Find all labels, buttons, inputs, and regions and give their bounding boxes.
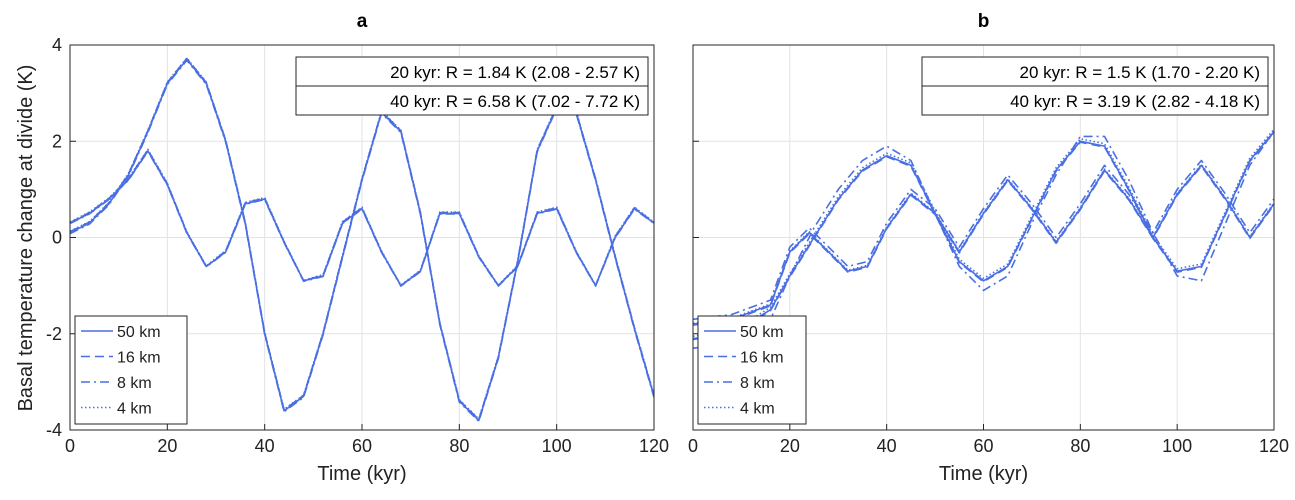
series-line-40kyr-4km (693, 128, 1274, 337)
legend-label-4km: 4 km (740, 401, 775, 418)
legend-frame (697, 315, 807, 425)
y-tick-label-2: 0 (52, 228, 62, 248)
x-tick-label-2: 40 (877, 436, 897, 456)
annotation-line-0: 20 kyr: R = 1.84 K (2.08 - 2.57 K) (390, 63, 640, 82)
panel-title-b: b (978, 11, 990, 32)
x-tick-label-3: 60 (352, 436, 372, 456)
x-axis-label-b: Time (kyr) (939, 463, 1028, 485)
annotation-line-1: 40 kyr: R = 6.58 K (7.02 - 7.72 K) (390, 92, 640, 111)
annotation-line-1: 40 kyr: R = 3.19 K (2.82 - 4.18 K) (1010, 92, 1260, 111)
series-line-40kyr-8km (693, 131, 1274, 349)
legend: 50 km 16 km 8 km 4 km (74, 315, 188, 425)
legend-label-8km: 8 km (740, 375, 775, 392)
y-tick-label-0: -4 (46, 420, 62, 440)
legend-label-8km: 8 km (117, 375, 152, 392)
series-line-20kyr-4km (70, 148, 654, 286)
x-tick-label-3: 60 (973, 436, 993, 456)
legend-label-50km: 50 km (117, 324, 161, 341)
series-group (693, 128, 1274, 349)
panel-b: b 0 20 40 60 80 100 120 Time (kyr) 20 kyr: R = 1.… (688, 11, 1289, 485)
legend: 50 km 16 km 8 km 4 km (697, 315, 807, 425)
legend-label-50km: 50 km (740, 324, 784, 341)
x-tick-label-0: 0 (65, 436, 75, 456)
x-tick-label-1: 20 (780, 436, 800, 456)
series-line-20kyr-16km (70, 149, 654, 287)
series-line-20kyr-16km (693, 165, 1274, 326)
x-tick-label-5: 100 (542, 436, 572, 456)
annotation-line-0: 20 kyr: R = 1.5 K (1.70 - 2.20 K) (1020, 63, 1260, 82)
y-tick-label-1: -2 (46, 324, 62, 344)
annotation-box: 20 kyr: R = 1.5 K (1.70 - 2.20 K) 40 kyr:… (921, 56, 1269, 116)
series-line-40kyr-16km (693, 132, 1274, 341)
annotation-box: 20 kyr: R = 1.84 K (2.08 - 2.57 K) 40 kyr… (295, 56, 649, 116)
panel-title-a: a (357, 11, 368, 32)
y-tick-label-3: 2 (52, 131, 62, 151)
x-tick-label-4: 80 (449, 436, 469, 456)
x-tick-label-6: 120 (639, 436, 669, 456)
x-tick-label-6: 120 (1259, 436, 1289, 456)
x-tick-label-4: 80 (1070, 436, 1090, 456)
x-tick-label-1: 20 (157, 436, 177, 456)
legend-label-16km: 16 km (740, 350, 784, 367)
x-tick-label-2: 40 (255, 436, 275, 456)
legend-frame (74, 315, 188, 425)
legend-label-16km: 16 km (117, 350, 161, 367)
x-tick-label-5: 100 (1162, 436, 1192, 456)
panel-a: a 0 20 40 60 80 100 120 -4 -2 0 2 4 Time (kyr) 20 kyr:… (46, 11, 669, 485)
series-line-20kyr-4km (693, 163, 1274, 324)
series-line-20kyr-8km (693, 159, 1274, 321)
legend-label-4km: 4 km (117, 401, 152, 418)
y-axis-label: Basal temperature change at divide (K) (15, 65, 37, 412)
x-tick-label-0: 0 (688, 436, 698, 456)
y-tick-label-4: 4 (52, 35, 62, 55)
x-axis-label-a: Time (kyr) (317, 463, 406, 485)
